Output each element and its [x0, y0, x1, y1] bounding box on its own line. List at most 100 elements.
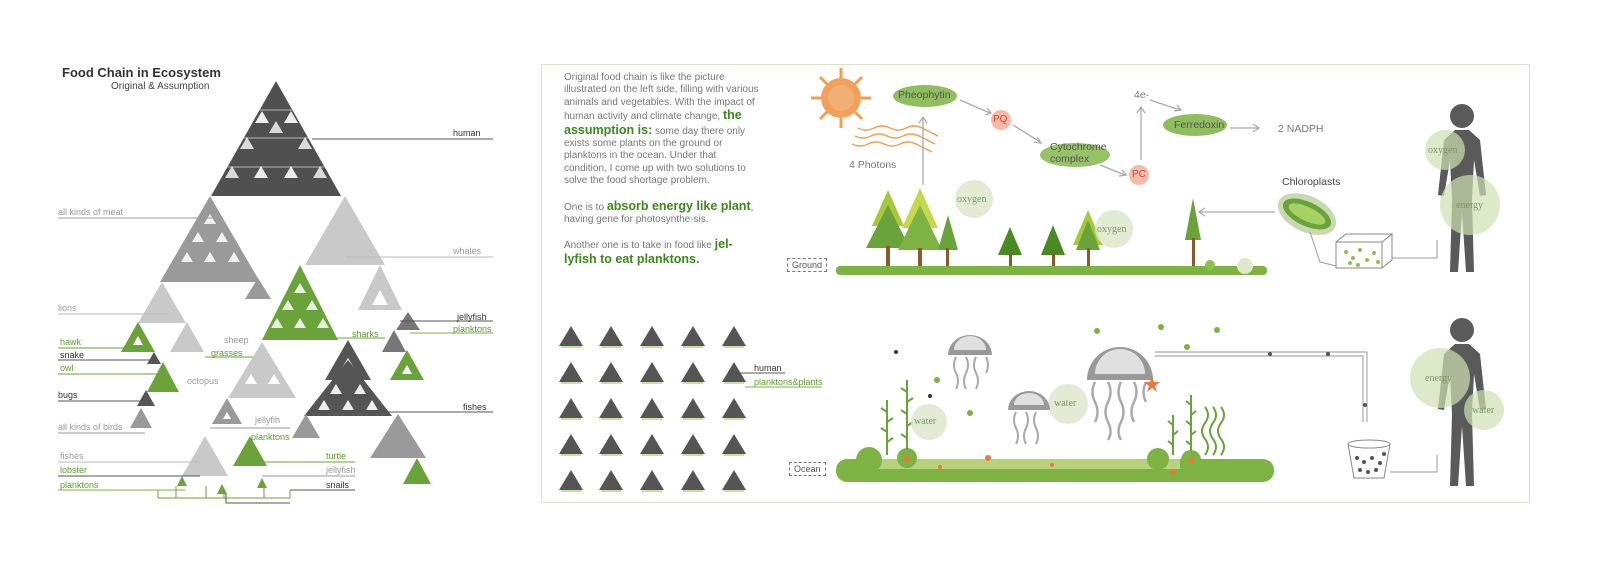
grid-triangle [640, 398, 664, 418]
label-chloroplasts: Chloroplasts [1282, 176, 1341, 188]
grid-triangle [681, 470, 705, 490]
grid-triangle [640, 362, 664, 382]
label-snails: snails [326, 480, 350, 490]
assumption-description: Original food chain is like the picture … [564, 72, 759, 279]
label-sheep: sheep [224, 335, 249, 345]
label-lions: lions [58, 303, 77, 313]
pyramid-whales [305, 196, 385, 265]
grid-triangle [681, 362, 705, 382]
label-all-kinds-of-birds: all kinds of birds [58, 422, 123, 432]
seaweed-icons [880, 380, 1225, 456]
assumption-panel [541, 64, 1530, 503]
label-human-oxygen: oxygen [1428, 145, 1458, 156]
desc-p3-bold: jel-lyfish to eat planktons. [564, 237, 733, 266]
label-grasses: grasses [211, 348, 243, 358]
label-photons: 4 Photons [849, 159, 897, 171]
label-fishes-left: fishes [60, 451, 84, 461]
label-electrons: 4e- [1134, 89, 1150, 101]
jellyfish-icon-1 [948, 335, 992, 390]
desc-p2-bold: absorb energy like plant [606, 198, 751, 213]
label-owl: owl [60, 363, 74, 373]
grid-triangle [681, 434, 705, 454]
label-pheophytin: Pheophytin [898, 89, 951, 101]
grid-triangle [722, 326, 746, 346]
human-silhouette-bottom [1438, 318, 1486, 486]
label-planktons-left: planktons [60, 480, 99, 490]
label-oxygen-2: oxygen [1097, 224, 1127, 235]
label-jellyfih: jellyfih [255, 415, 281, 425]
label-oxygen-1: oxygen [957, 194, 987, 205]
desc-p1-bold: the assumption is: [564, 108, 742, 137]
label-cytochrome: Cytochrome complex [1050, 141, 1107, 165]
pyramid-fishes-right [304, 360, 392, 416]
pipe [1155, 351, 1368, 422]
label-water-1: water [914, 416, 937, 427]
sun-icon [811, 68, 871, 128]
grid-triangle [681, 398, 705, 418]
tree-icons [866, 188, 1201, 266]
pyramid-jellyfih [212, 398, 242, 424]
pyramid-owl [147, 362, 179, 392]
grid-triangle [599, 398, 623, 418]
label-ocean-human-water: water [1472, 405, 1495, 416]
ocean-tag: Ocean [789, 462, 826, 476]
desc-p2-text-2: , having gene for photosynthe-sis. [564, 201, 754, 226]
chloroplast-box-icon [1335, 233, 1394, 269]
jellyfish-icon-2 [1008, 391, 1050, 445]
desc-p3-text: Another one is to take in food like [564, 240, 715, 252]
label-snake: snake [60, 350, 85, 360]
grid-label-human: human [754, 363, 782, 373]
grid-triangle [599, 362, 623, 382]
label-octopus: octopus [187, 376, 219, 386]
grid-triangle [681, 326, 705, 346]
pyramid-lions [138, 282, 186, 323]
desc-p1-text: Original food chain is like the picture … [564, 72, 759, 123]
label-lobster: lobster [60, 465, 88, 475]
grid-triangle [722, 398, 746, 418]
label-jellyfish-right: jellyfish [457, 312, 487, 322]
label-bugs: bugs [58, 390, 78, 400]
grid-triangle [722, 362, 746, 382]
cup-icon [1347, 439, 1391, 479]
grid-triangle [599, 326, 623, 346]
ground-strip [836, 266, 1267, 275]
label-jellyfish-mid: jellyfish [326, 465, 356, 475]
grid-triangle [640, 326, 664, 346]
label-pq: PQ [993, 114, 1008, 125]
grid-triangle [559, 434, 583, 454]
pyramid-sharks [262, 265, 338, 340]
label-ocean-human-energy: energy [1425, 373, 1453, 384]
label-whales: whales [453, 246, 482, 256]
pyramid-human [211, 81, 341, 196]
desc-p2-text: One is to [564, 201, 607, 213]
diagram-title: Food Chain in Ecosystem [62, 65, 221, 80]
label-fishes-right: fishes [463, 402, 487, 412]
grid-triangle [722, 470, 746, 490]
label-planktons-mid: planktons [251, 432, 290, 442]
label-hawk: hawk [60, 337, 82, 347]
grid-triangle [599, 470, 623, 490]
chloroplast-icon [1277, 193, 1337, 235]
grid-triangle [599, 434, 623, 454]
grid-triangle [722, 434, 746, 454]
pyramid-fishes-left [182, 436, 228, 476]
label-all-kinds-of-meat: all kinds of meat [58, 207, 124, 217]
grid-triangle [559, 470, 583, 490]
label-turtle: turtle [326, 451, 347, 461]
label-water-2: water [1054, 398, 1077, 409]
grid-triangle [559, 326, 583, 346]
label-planktons-right: planktons [453, 324, 492, 334]
grid-triangle [559, 362, 583, 382]
grid-triangle [640, 434, 664, 454]
grid-triangle [640, 470, 664, 490]
pyramid-turtle [233, 436, 267, 466]
jellyfish-icon-3 [1087, 347, 1153, 441]
label-sharks: sharks [352, 329, 379, 339]
diagram-subtitle: Original & Assumption [111, 81, 210, 92]
label-human: human [453, 128, 481, 138]
photon-waves [851, 125, 939, 153]
pyramid-meat [160, 196, 260, 282]
